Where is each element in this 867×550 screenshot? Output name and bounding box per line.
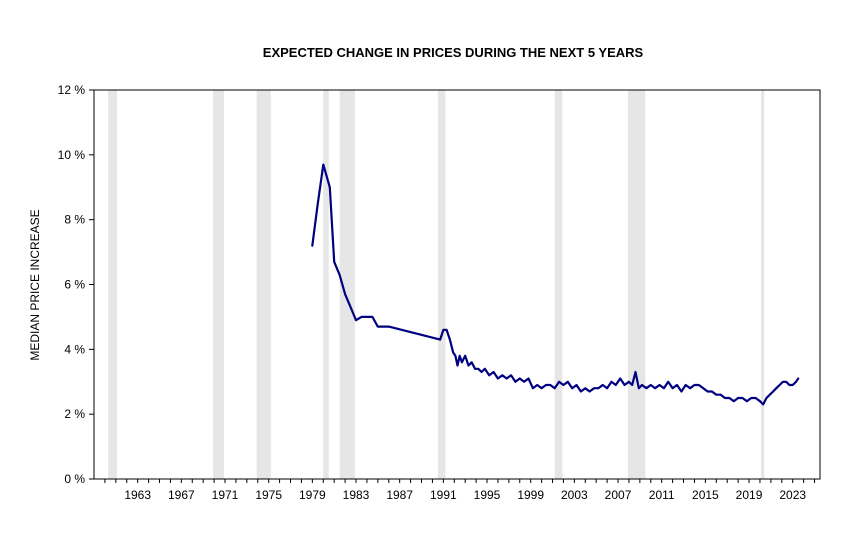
x-tick-label: 2003	[561, 488, 588, 502]
y-tick-label: 0 %	[64, 472, 85, 486]
y-tick-label: 12 %	[58, 83, 86, 97]
recession-band-1	[212, 90, 224, 479]
recession-band-7	[627, 90, 646, 479]
tick-labels: 0 % 2 % 4 % 6 % 8 % 10 % 12 % 1963 1967 1971 1975 1…	[58, 83, 807, 502]
x-tick-label: 1999	[517, 488, 544, 502]
series-layer	[311, 163, 800, 406]
recession-band-4	[339, 90, 355, 479]
y-axis-label: MEDIAN PRICE INCREASE	[28, 209, 42, 360]
y-tick-label: 8 %	[64, 213, 85, 227]
x-tick-label: 2007	[605, 488, 632, 502]
x-tick-label: 1995	[474, 488, 501, 502]
x-tick-label: 1967	[168, 488, 195, 502]
y-tick-label: 2 %	[64, 407, 85, 421]
x-tick-label: 1975	[255, 488, 282, 502]
y-tick-label: 6 %	[64, 278, 85, 292]
plot-frame	[93, 89, 821, 480]
x-tick-label: 2023	[779, 488, 806, 502]
y-tick-label: 10 %	[58, 148, 86, 162]
recession-band-5	[437, 90, 446, 479]
recession-band-6	[554, 90, 563, 479]
x-tick-label: 1971	[212, 488, 239, 502]
x-tick-label: 1983	[343, 488, 370, 502]
axes	[89, 89, 821, 483]
recession-band-3	[323, 90, 329, 479]
x-tick-label: 1979	[299, 488, 326, 502]
recession-bands	[108, 90, 765, 479]
y-tick-label: 4 %	[64, 342, 85, 356]
x-tick-label: 2019	[736, 488, 763, 502]
recession-band-0	[108, 90, 117, 479]
series-line-0	[311, 163, 800, 406]
x-tick-label: 2015	[692, 488, 719, 502]
recession-band-2	[256, 90, 271, 479]
recession-band-8	[761, 90, 765, 479]
x-tick-label: 1991	[430, 488, 457, 502]
x-tick-label: 2011	[649, 488, 675, 502]
x-tick-label: 1987	[386, 488, 413, 502]
chart-title: EXPECTED CHANGE IN PRICES DURING THE NEX…	[263, 45, 644, 60]
x-tick-label: 1963	[124, 488, 151, 502]
